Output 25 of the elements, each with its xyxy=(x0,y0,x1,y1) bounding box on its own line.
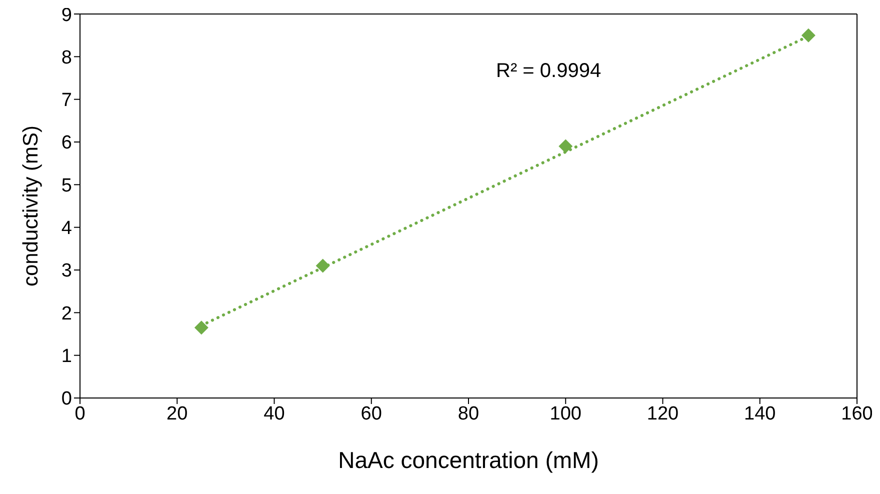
annotation: R² = 0.9994 xyxy=(496,60,602,83)
x-tick-label: 0 xyxy=(74,403,86,424)
x-tick-label: 160 xyxy=(841,403,873,424)
x-tick-label: 60 xyxy=(360,403,382,424)
point xyxy=(316,258,330,273)
point xyxy=(194,320,208,335)
x-tick-label: 80 xyxy=(458,403,480,424)
x-tick-label: 100 xyxy=(550,403,582,424)
y-tick-label: 8 xyxy=(61,47,72,68)
y-tick-label: 7 xyxy=(61,90,72,112)
x-tick-label: 20 xyxy=(166,403,188,424)
y-tick-label: 5 xyxy=(61,175,72,196)
x-tick-label: 40 xyxy=(264,403,285,424)
y-tick-label: 1 xyxy=(61,346,72,368)
y-tick-label: 2 xyxy=(61,303,72,324)
y-tick-label: 4 xyxy=(61,218,72,240)
y-axis-title: conductivity (mS) xyxy=(19,125,42,287)
x-tick-label: 120 xyxy=(646,403,679,424)
y-tick-label: 0 xyxy=(61,388,72,410)
point xyxy=(801,28,816,42)
y-tick-label: 6 xyxy=(61,132,72,154)
x-tick-label: 140 xyxy=(744,403,776,424)
x-axis-title: NaAc concentration (mM) xyxy=(338,447,599,473)
y-tick-label: 3 xyxy=(61,260,72,282)
point xyxy=(558,139,573,154)
